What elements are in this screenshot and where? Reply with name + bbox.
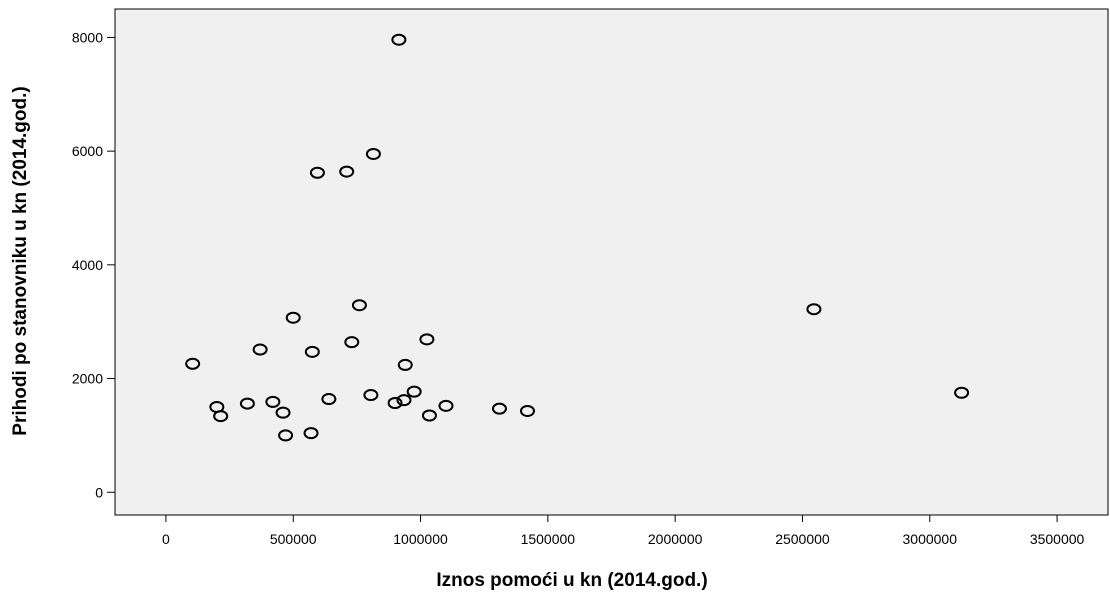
data-point <box>419 333 435 346</box>
data-point <box>304 345 320 358</box>
data-point <box>387 396 403 409</box>
data-point <box>363 389 379 402</box>
data-points <box>185 33 970 442</box>
x-tick-label: 3500000 <box>1030 531 1085 547</box>
data-point <box>365 147 381 160</box>
data-point <box>806 303 822 316</box>
x-axis: 0 500000 1000000 1500000 2000000 2500000 30000… <box>162 515 1085 547</box>
data-point <box>397 358 413 371</box>
x-tick-label: 2500000 <box>775 531 830 547</box>
y-tick-label: 6000 <box>72 143 103 159</box>
data-point <box>321 393 337 406</box>
data-point <box>185 357 201 370</box>
data-point <box>391 33 407 46</box>
data-point <box>406 385 422 398</box>
data-point <box>309 166 325 179</box>
data-point <box>351 299 367 312</box>
data-point <box>954 386 970 399</box>
x-tick-label: 1000000 <box>393 531 448 547</box>
x-axis-title: Iznos pomoći u kn (2014.god.) <box>436 570 707 591</box>
data-point <box>239 397 255 410</box>
data-point <box>265 395 281 408</box>
data-point <box>339 165 355 178</box>
y-tick-label: 0 <box>95 484 103 500</box>
plot-area <box>114 8 1109 516</box>
y-tick-label: 4000 <box>72 257 103 273</box>
data-point <box>278 429 294 442</box>
data-point <box>285 311 301 324</box>
data-point <box>491 402 507 415</box>
data-point <box>344 336 360 349</box>
y-axis-title: Prihodi po stanovniku u kn (2014.god.) <box>10 86 31 435</box>
data-point <box>303 427 319 440</box>
data-point <box>519 404 535 417</box>
y-axis: 0 2000 4000 6000 8000 <box>72 29 115 500</box>
x-tick-label: 0 <box>162 531 170 547</box>
y-tick-label: 8000 <box>72 29 103 45</box>
y-tick-label: 2000 <box>72 371 103 387</box>
data-point <box>396 394 412 407</box>
data-point <box>213 410 229 423</box>
x-tick-label: 3000000 <box>903 531 958 547</box>
x-tick-label: 1500000 <box>521 531 576 547</box>
data-point <box>252 343 268 356</box>
data-point <box>275 406 291 419</box>
data-point <box>438 399 454 412</box>
data-point <box>421 409 437 422</box>
x-tick-label: 500000 <box>270 531 317 547</box>
x-tick-label: 2000000 <box>648 531 703 547</box>
